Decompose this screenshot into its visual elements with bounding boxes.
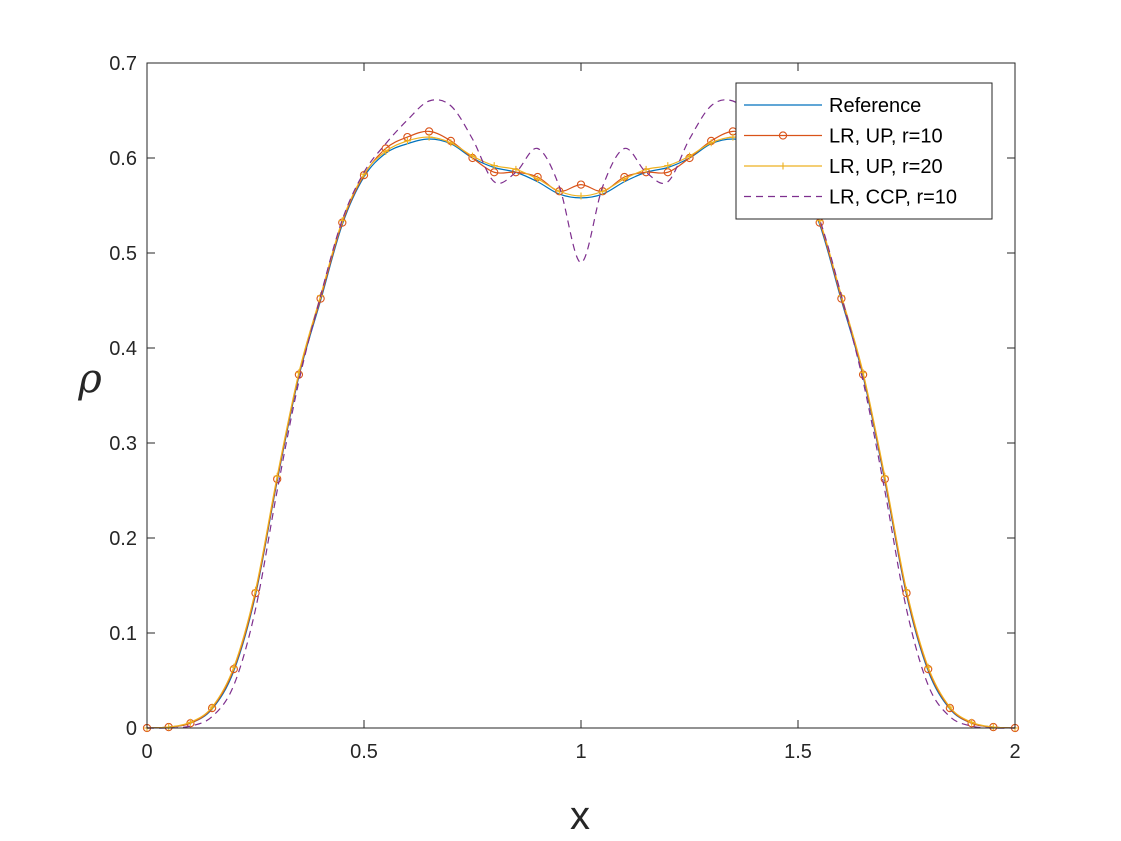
data-point [515,172,516,173]
legend-label: LR, UP, r=20 [829,156,943,178]
data-point [233,685,234,686]
data-point [881,472,889,480]
data-point [255,609,256,610]
data-point [382,147,390,155]
data-point [447,139,455,147]
data-point [580,262,581,263]
y-tick-label: 0.2 [109,528,137,550]
data-point [620,175,628,183]
data-point [212,716,213,717]
data-point [903,586,910,594]
data-point [403,137,411,145]
data-point [494,181,495,182]
series-lr-ccp-r-10 [146,99,1016,729]
y-tick-label: 0.7 [109,53,137,75]
data-point [190,726,191,727]
data-point [252,586,259,594]
x-axis-label: x [570,794,590,838]
data-point [989,723,997,731]
x-tick-label: 0.5 [350,741,378,763]
data-point [555,187,563,195]
data-point [512,165,520,173]
y-tick-label: 0.3 [109,433,137,455]
data-point [863,381,864,382]
data-point [599,187,607,195]
data-point [407,119,408,120]
data-point [363,172,364,173]
y-tick-label: 0.4 [109,338,137,360]
data-point [273,472,281,480]
legend-box [735,82,993,220]
x-tick-label: 2 [1009,741,1020,763]
data-point [949,716,950,717]
y-tick-label: 0 [126,718,137,740]
legend-label: Reference [829,95,921,117]
y-tick-label: 0.1 [109,623,137,645]
data-point [664,162,672,170]
data-point [624,148,625,149]
data-point [425,133,433,141]
data-point [338,217,346,225]
data-point [686,152,693,160]
data-point [537,148,538,149]
data-point [602,186,603,187]
axes-layer: 0 0.5 1 1.5 2 0 0.1 0.2 0.3 0.4 0.5 0.6 0.7 [109,53,1020,763]
data-point [859,369,867,377]
data-point [298,381,299,382]
data-point [667,181,668,182]
data-point [689,138,690,139]
data-point [450,105,451,106]
legend-item-reference: Reference [744,95,921,117]
data-point [646,172,647,173]
data-point [490,162,498,170]
data-point [729,133,737,141]
legend-marker [779,162,787,170]
legend-item-lr-up-r-10: LR, UP, r=10 [744,126,943,148]
data-point [534,175,542,183]
data-point [186,718,194,726]
legend-label: LR, UP, r=10 [829,126,943,148]
data-point [711,105,712,106]
data-point [906,609,907,610]
series-line-lr-ccp-r-10 [146,99,1016,729]
data-point [559,186,560,187]
y-tick-label: 0.6 [109,148,137,170]
data-point [208,703,216,711]
data-point [928,685,929,686]
data-point [342,219,343,220]
y-tick-label: 0.5 [109,243,137,265]
data-point [469,152,476,160]
x-tick-label: 1 [575,741,586,763]
data-point [884,490,885,491]
legend-item-lr-up-r-20: LR, UP, r=20 [744,156,943,178]
x-tick-label: 0 [141,741,152,763]
legend: Reference LR, UP, r=10 LR, UP, r=20 LR, CCP… [735,82,993,220]
legend-label: LR, CCP, r=10 [829,187,957,209]
x-tick-label: 1.5 [784,741,812,763]
data-point [924,663,932,671]
legend-marker [778,131,788,140]
y-axis-label: ρ [77,356,102,402]
data-point [707,139,715,147]
data-point [971,726,972,727]
data-point [732,100,733,101]
data-point [385,143,386,144]
data-point [165,723,173,731]
data-point [230,663,238,671]
data-point [946,703,954,711]
data-point [277,490,278,491]
data-point [841,295,842,296]
data-point [576,180,586,189]
data-point [472,138,473,139]
data-point [429,100,430,101]
data-point [968,718,976,726]
data-point [577,192,585,200]
legend-item-lr-ccp-r-10: LR, CCP, r=10 [744,187,957,209]
data-point [320,295,321,296]
